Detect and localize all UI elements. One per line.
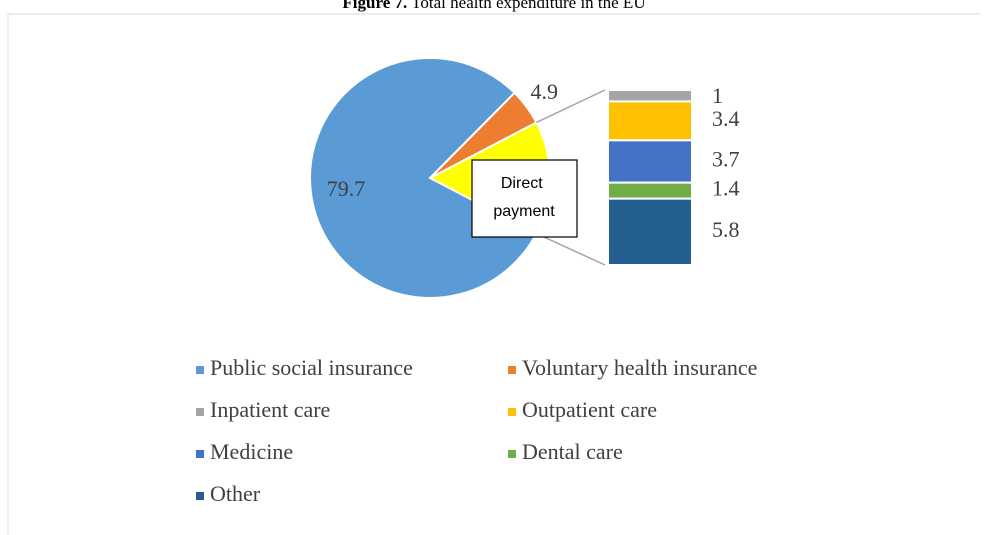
legend-swatch	[196, 450, 204, 458]
legend-swatch	[196, 366, 204, 374]
bar-segment	[607, 197, 693, 266]
connector-line	[536, 232, 606, 266]
chart-title: Figure 7. Total health expenditure in th…	[342, 0, 645, 12]
legend-swatch	[196, 492, 204, 500]
bar-segment	[607, 139, 693, 184]
legend-swatch	[508, 450, 516, 458]
callout-box	[471, 159, 578, 238]
legend-label: Other	[210, 481, 261, 506]
legend-swatch	[196, 408, 204, 416]
bar-segment	[607, 100, 693, 142]
legend-label: Medicine	[210, 439, 293, 464]
legend-label: Public social insurance	[210, 355, 413, 380]
callout-line: payment	[493, 203, 555, 220]
callout-label: Direct payment	[493, 175, 555, 220]
title-text: Total health expenditure in the EU	[411, 0, 645, 12]
legend-swatch	[508, 366, 516, 374]
legend-label: Inpatient care	[210, 397, 330, 422]
bar-data-label: 1.4	[712, 176, 740, 201]
bar-data-label: 3.7	[712, 147, 740, 172]
callout-line: Direct	[501, 175, 547, 192]
legend-label: Outpatient care	[522, 397, 657, 422]
pie-data-label: 4.9	[531, 79, 559, 104]
bar-data-label: 1	[712, 83, 723, 108]
connector-line	[536, 89, 606, 124]
legend-label: Voluntary health insurance	[522, 355, 757, 380]
legend-swatch	[508, 408, 516, 416]
title-prefix: Figure 7.	[342, 0, 407, 12]
pie-slice	[309, 57, 538, 299]
bar-segment	[607, 89, 693, 103]
chart-frame	[7, 13, 980, 535]
pie-data-label: 79.7	[327, 176, 366, 201]
bar-data-label: 5.8	[712, 217, 740, 242]
bar-segment	[607, 181, 693, 200]
bar-data-label: 3.4	[712, 106, 740, 131]
legend-label: Dental care	[522, 439, 623, 464]
